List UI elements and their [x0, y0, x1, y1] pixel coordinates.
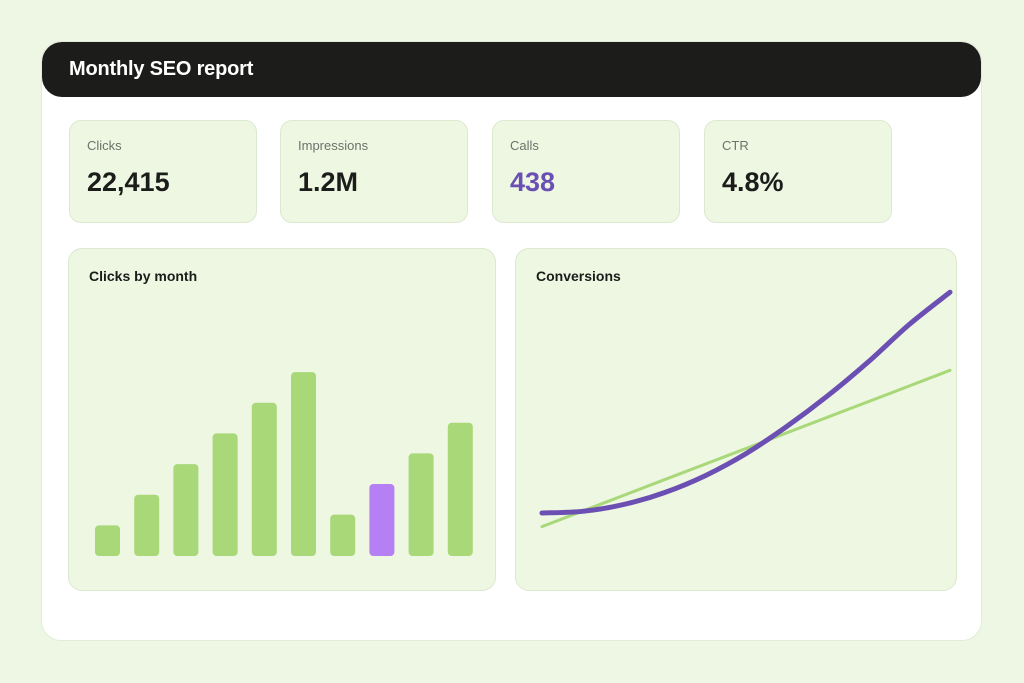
kpi-ctr: CTR 4.8%: [704, 120, 892, 223]
kpi-value: 4.8%: [722, 167, 784, 197]
bar: [95, 525, 120, 556]
kpi-label: Impressions: [298, 138, 369, 153]
kpi-label: Clicks: [87, 138, 122, 153]
kpi-clicks: Clicks 22,415: [69, 120, 257, 223]
bar: [134, 494, 160, 556]
bar-chart-title: Clicks by month: [89, 268, 198, 284]
bar: [291, 372, 316, 556]
kpi-value: 22,415: [87, 167, 170, 197]
bar: [447, 422, 473, 556]
kpi-value: 1.2M: [298, 167, 359, 197]
bar: [330, 514, 356, 556]
report-title: Monthly SEO report: [69, 58, 254, 80]
kpi-impressions: Impressions 1.2M: [280, 120, 468, 223]
conversions-line-secondary: [540, 368, 952, 529]
bar: [173, 464, 199, 556]
kpi-label: Calls: [510, 138, 539, 153]
kpi-value: 438: [510, 167, 556, 197]
conversions-panel: Conversions: [515, 248, 957, 591]
bar: [251, 402, 277, 556]
conversions-line-chart: [539, 289, 953, 529]
clicks-by-month-panel: Clicks by month: [68, 248, 496, 591]
kpi-calls: Calls 438: [492, 120, 680, 223]
report-card: Monthly SEO report Clicks 22,415 Impress…: [41, 41, 982, 641]
report-header: Monthly SEO report: [42, 42, 981, 97]
conversions-line-primary: [539, 289, 953, 516]
clicks-bar-chart: [95, 372, 473, 556]
bar: [408, 453, 434, 556]
bar: [212, 433, 238, 556]
highlighted-bar: [369, 483, 395, 556]
kpi-label: CTR: [722, 138, 749, 153]
line-chart-title: Conversions: [536, 268, 621, 284]
